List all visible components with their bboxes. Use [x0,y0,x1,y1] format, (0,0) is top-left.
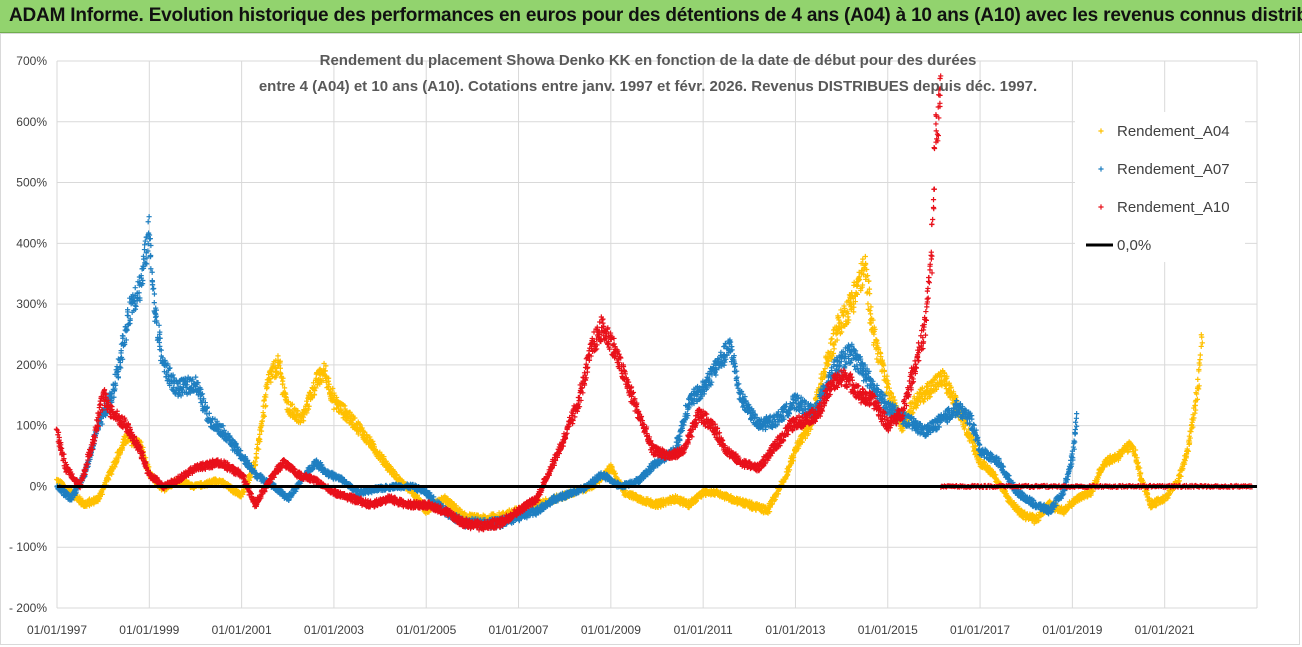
data-point [252,462,258,468]
data-point [1197,352,1203,358]
data-point [281,385,288,391]
data-point [258,428,265,434]
data-point [865,301,871,307]
data-point [867,311,874,317]
data-point [306,403,312,409]
header-bar: ADAM Informe. Evolution historique des p… [0,0,1302,33]
data-point [132,285,138,291]
chart-frame [0,33,1300,645]
data-point [115,455,122,461]
data-point [156,322,162,328]
data-point [146,214,152,220]
data-point [257,436,263,442]
data-point [295,408,301,414]
data-point [1138,470,1144,476]
data-point [864,290,870,296]
series-points [53,73,1255,533]
data-point [860,256,866,262]
data-point [253,454,259,460]
data-point [1198,332,1204,338]
data-point [1188,429,1194,435]
data-point [268,379,274,385]
data-point [277,358,283,364]
data-point [275,353,281,359]
data-point [273,365,279,372]
data-point [263,403,269,409]
data-point [282,390,289,396]
data-point [145,219,151,225]
data-point [1199,340,1205,346]
data-point [1198,343,1204,350]
data-point [300,414,307,420]
data-point [285,399,292,405]
data-point [1195,376,1201,382]
data-point [1197,357,1203,363]
header-title: ADAM Informe. Evolution historique des p… [9,5,1302,26]
data-point [289,401,295,407]
data-point [301,412,307,418]
data-point [259,418,265,424]
data-point [272,364,278,370]
data-point [263,394,269,400]
data-point [254,441,261,447]
data-point [278,371,284,377]
data-point [280,378,286,384]
data-point [151,291,158,297]
data-point [261,412,267,418]
data-point [264,386,270,392]
data-point [257,431,263,437]
data-point [266,376,272,382]
data-point [150,286,156,292]
data-point [256,446,262,452]
data-point [80,497,86,504]
data-point [277,365,283,371]
data-point [868,304,874,310]
data-point [862,253,868,260]
